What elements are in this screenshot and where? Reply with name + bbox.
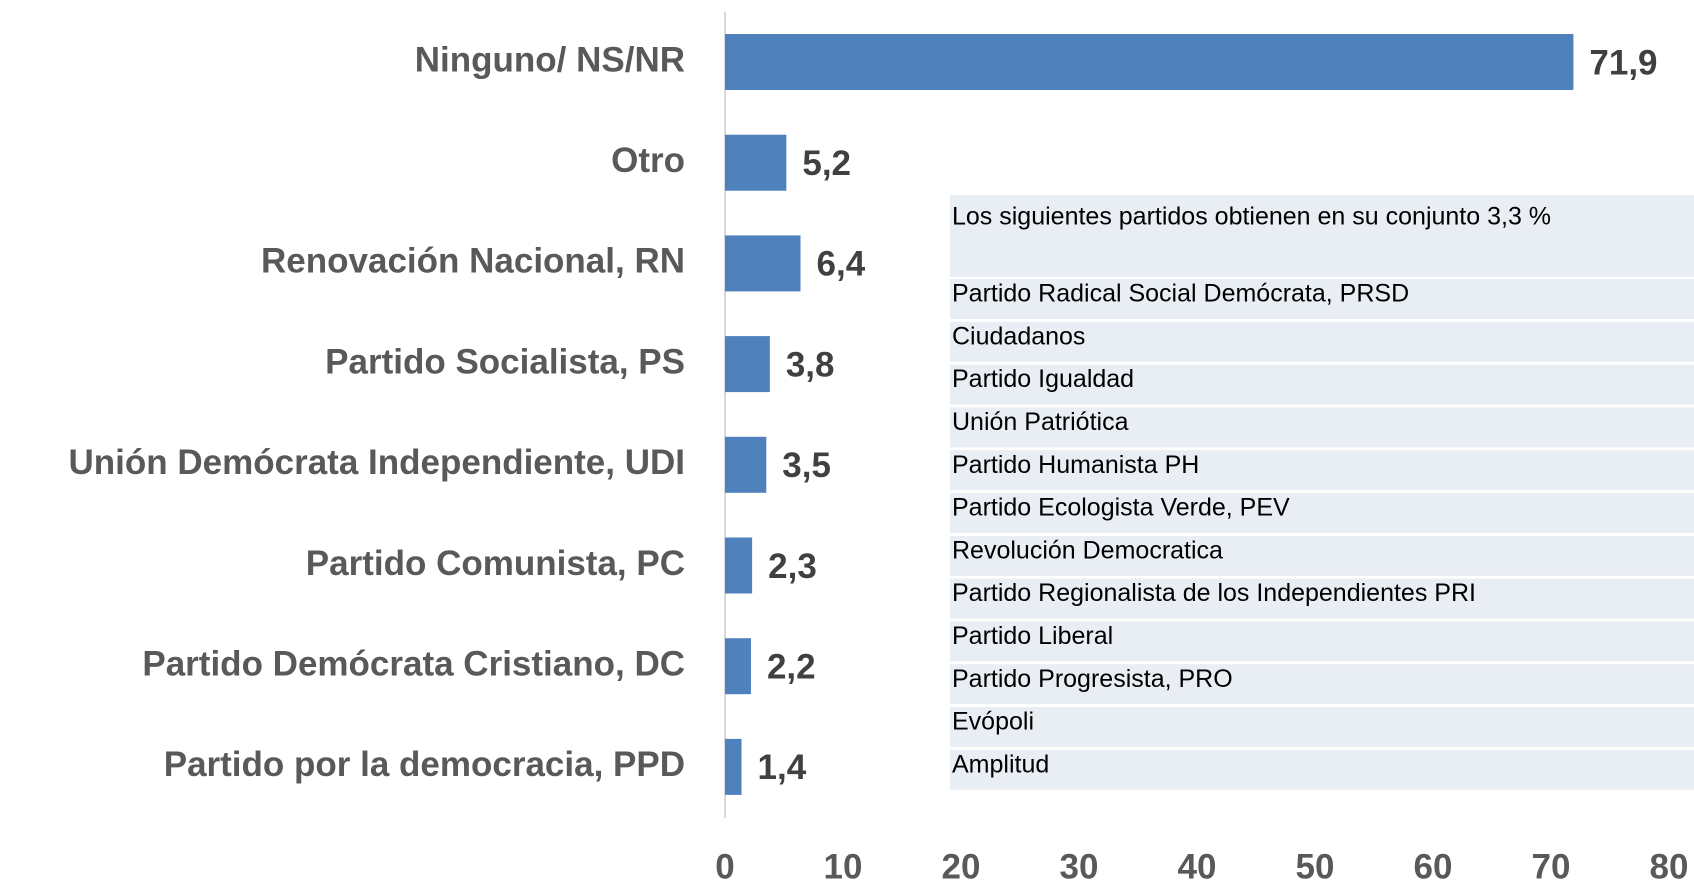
note-title: Los siguientes partidos obtienen en su c… <box>952 203 1551 231</box>
value-label: 6,4 <box>817 245 866 284</box>
note-row-bg <box>950 407 1694 448</box>
note-row-bg <box>950 535 1694 576</box>
value-label: 2,2 <box>767 647 816 686</box>
note-row-bg <box>950 749 1694 790</box>
value-label: 3,8 <box>786 345 835 384</box>
bar <box>725 738 742 795</box>
bar <box>725 537 753 594</box>
bar <box>725 235 801 292</box>
category-label: Partido Demócrata Cristiano, DC <box>142 644 685 683</box>
category-label: Partido Socialista, PS <box>325 342 685 381</box>
value-label: 5,2 <box>802 144 851 183</box>
category-label: Renovación Nacional, RN <box>261 242 685 281</box>
value-label: 2,3 <box>768 547 817 586</box>
note-row-bg <box>950 493 1694 533</box>
note-row-bg <box>950 450 1694 491</box>
x-tick-label: 40 <box>1178 847 1217 886</box>
x-tick-label: 10 <box>824 847 863 886</box>
note-title-bg <box>950 195 1694 277</box>
x-tick-label: 60 <box>1414 847 1453 886</box>
note-row-bg <box>950 321 1694 362</box>
note-item: Unión Patriótica <box>952 408 1129 436</box>
note-item: Ciudadanos <box>952 322 1085 350</box>
x-tick-label: 50 <box>1296 847 1335 886</box>
note-row-bg <box>950 364 1694 405</box>
category-label: Unión Demócrata Independiente, UDI <box>69 443 685 482</box>
category-label: Otro <box>611 141 685 180</box>
bar <box>725 34 1574 90</box>
note-item: Partido Humanista PH <box>952 451 1199 479</box>
note-item: Evópoli <box>952 708 1034 736</box>
note-row-bg <box>950 279 1694 319</box>
note-row-bg <box>950 664 1694 705</box>
bar <box>725 436 767 493</box>
note-item: Partido Liberal <box>952 622 1113 650</box>
category-label: Partido por la democracia, PPD <box>164 745 685 784</box>
value-label: 1,4 <box>758 748 807 787</box>
note-item: Revolución Democratica <box>952 536 1223 564</box>
note-item: Amplitud <box>952 750 1049 778</box>
x-tick-label: 30 <box>1060 847 1099 886</box>
note-item: Partido Ecologista Verde, PEV <box>952 494 1290 522</box>
x-tick-label: 70 <box>1532 847 1571 886</box>
x-tick-label: 20 <box>942 847 981 886</box>
value-label: 71,9 <box>1589 43 1657 82</box>
category-label: Partido Comunista, PC <box>306 544 685 583</box>
note-row-bg <box>950 621 1694 662</box>
bar <box>725 336 770 393</box>
value-label: 3,5 <box>782 446 831 485</box>
bar <box>725 134 787 191</box>
category-label: Ninguno/ NS/NR <box>415 40 685 79</box>
bar <box>725 638 751 695</box>
x-tick-label: 80 <box>1650 847 1689 886</box>
note-item: Partido Radical Social Demócrata, PRSD <box>952 280 1409 308</box>
note-item: Partido Regionalista de los Independient… <box>952 579 1476 607</box>
note-item: Partido Progresista, PRO <box>952 665 1233 693</box>
note-row-bg <box>950 707 1694 747</box>
x-tick-label: 0 <box>715 847 734 886</box>
note-item: Partido Igualdad <box>952 365 1134 393</box>
note-row-bg <box>950 578 1694 619</box>
